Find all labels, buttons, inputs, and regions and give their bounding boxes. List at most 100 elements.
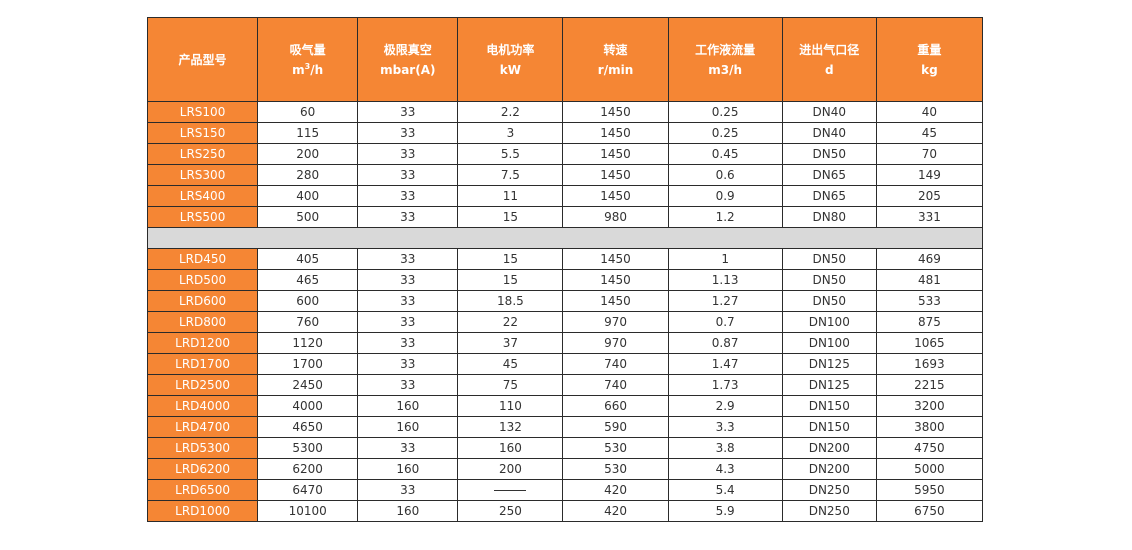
table-row: LRD450 405 33 15 1450 1 DN50 469 xyxy=(146,248,984,270)
header-ultimate-vacuum: 极限真空 mbar(A) xyxy=(357,17,459,102)
cell-weight: 1693 xyxy=(875,353,984,375)
cell-weight: 45 xyxy=(875,122,984,144)
cell-model: LRS400 xyxy=(146,185,259,207)
cell-model: LRS100 xyxy=(146,101,259,123)
cell-port-diameter: DN80 xyxy=(781,206,877,228)
table-row: LRD5300 5300 33 160 530 3.8 DN200 4750 xyxy=(146,437,984,459)
table-row: LRS400 400 33 11 1450 0.9 DN65 205 xyxy=(146,185,984,207)
cell-suction-capacity: 465 xyxy=(257,269,359,291)
cell-speed: 1450 xyxy=(562,269,669,291)
cell-model: LRD6500 xyxy=(146,479,259,501)
cell-ultimate-vacuum: 160 xyxy=(357,416,459,438)
cell-liquid-flow: 1.13 xyxy=(667,269,783,291)
cell-speed: 1450 xyxy=(562,101,669,123)
cell-liquid-flow: 0.87 xyxy=(667,332,783,354)
cell-port-diameter: DN40 xyxy=(781,122,877,144)
cell-speed: 1450 xyxy=(562,122,669,144)
cell-liquid-flow: 1.73 xyxy=(667,374,783,396)
cell-ultimate-vacuum: 33 xyxy=(357,143,459,165)
header-motor-power: 电机功率 kW xyxy=(457,17,564,102)
cell-suction-capacity: 4000 xyxy=(257,395,359,417)
cell-speed: 1450 xyxy=(562,143,669,165)
cell-suction-capacity: 280 xyxy=(257,164,359,186)
cell-speed: 740 xyxy=(562,374,669,396)
cell-weight: 4750 xyxy=(875,437,984,459)
cell-speed: 530 xyxy=(562,437,669,459)
cell-suction-capacity: 10100 xyxy=(257,500,359,522)
cell-speed: 1450 xyxy=(562,164,669,186)
cell-suction-capacity: 600 xyxy=(257,290,359,312)
cell-liquid-flow: 0.9 xyxy=(667,185,783,207)
table-row: LRS300 280 33 7.5 1450 0.6 DN65 149 xyxy=(146,164,984,186)
table-row: LRD2500 2450 33 75 740 1.73 DN125 2215 xyxy=(146,374,984,396)
header-weight: 重量 kg xyxy=(875,17,984,102)
cell-port-diameter: DN50 xyxy=(781,143,877,165)
cell-port-diameter: DN150 xyxy=(781,395,877,417)
cell-model: LRD800 xyxy=(146,311,259,333)
cell-port-diameter: DN50 xyxy=(781,290,877,312)
cell-motor-power: 110 xyxy=(457,395,564,417)
cell-motor-power: 37 xyxy=(457,332,564,354)
cell-suction-capacity: 400 xyxy=(257,185,359,207)
cell-liquid-flow: 3.3 xyxy=(667,416,783,438)
cell-liquid-flow: 0.25 xyxy=(667,101,783,123)
cell-motor-power: 18.5 xyxy=(457,290,564,312)
cell-liquid-flow: 1.2 xyxy=(667,206,783,228)
cell-speed: 980 xyxy=(562,206,669,228)
cell-model: LRD2500 xyxy=(146,374,259,396)
cell-model: LRD500 xyxy=(146,269,259,291)
cell-ultimate-vacuum: 33 xyxy=(357,164,459,186)
table-row: LRD1200 1120 33 37 970 0.87 DN100 1065 xyxy=(146,332,984,354)
table-row: LRD800 760 33 22 970 0.7 DN100 875 xyxy=(146,311,984,333)
cell-model: LRD6200 xyxy=(146,458,259,480)
cell-weight: 149 xyxy=(875,164,984,186)
cell-weight: 331 xyxy=(875,206,984,228)
cell-model: LRD600 xyxy=(146,290,259,312)
cell-suction-capacity: 4650 xyxy=(257,416,359,438)
cell-ultimate-vacuum: 160 xyxy=(357,500,459,522)
cell-port-diameter: DN250 xyxy=(781,500,877,522)
cell-liquid-flow: 0.6 xyxy=(667,164,783,186)
cell-motor-power: 15 xyxy=(457,269,564,291)
cell-speed: 420 xyxy=(562,479,669,501)
cell-motor-power: 3 xyxy=(457,122,564,144)
cell-motor-power: 250 xyxy=(457,500,564,522)
header-speed: 转速 r/min xyxy=(562,17,669,102)
cell-liquid-flow: 1 xyxy=(667,248,783,270)
cell-liquid-flow: 5.4 xyxy=(667,479,783,501)
cell-liquid-flow: 0.25 xyxy=(667,122,783,144)
cell-motor-power: 75 xyxy=(457,374,564,396)
cell-suction-capacity: 200 xyxy=(257,143,359,165)
not-available-dash xyxy=(494,490,527,491)
cell-motor-power: 132 xyxy=(457,416,564,438)
cell-port-diameter: DN50 xyxy=(781,269,877,291)
spec-table: 产品型号 吸气量 m3/h 极限真空 mbar(A) 电机功率 kW 转速 r/… xyxy=(146,17,984,522)
cell-ultimate-vacuum: 33 xyxy=(357,353,459,375)
header-row: 产品型号 吸气量 m3/h 极限真空 mbar(A) 电机功率 kW 转速 r/… xyxy=(146,17,984,102)
table-row: LRD500 465 33 15 1450 1.13 DN50 481 xyxy=(146,269,984,291)
cell-speed: 1450 xyxy=(562,185,669,207)
cell-liquid-flow: 4.3 xyxy=(667,458,783,480)
table-row: LRD6200 6200 160 200 530 4.3 DN200 5000 xyxy=(146,458,984,480)
cell-motor-power: 15 xyxy=(457,206,564,228)
cell-speed: 740 xyxy=(562,353,669,375)
cell-ultimate-vacuum: 33 xyxy=(357,269,459,291)
cell-model: LRS500 xyxy=(146,206,259,228)
cell-weight: 70 xyxy=(875,143,984,165)
cell-weight: 3800 xyxy=(875,416,984,438)
cell-model: LRS250 xyxy=(146,143,259,165)
cell-weight: 205 xyxy=(875,185,984,207)
cell-motor-power: 200 xyxy=(457,458,564,480)
cell-weight: 2215 xyxy=(875,374,984,396)
cell-ultimate-vacuum: 33 xyxy=(357,290,459,312)
table-row: LRD4000 4000 160 110 660 2.9 DN150 3200 xyxy=(146,395,984,417)
cell-motor-power: 22 xyxy=(457,311,564,333)
lrd-series-body: LRD450 405 33 15 1450 1 DN50 469 LRD500 465 33 15 14… xyxy=(146,248,984,522)
cell-ultimate-vacuum: 33 xyxy=(357,185,459,207)
cell-port-diameter: DN65 xyxy=(781,185,877,207)
table-row: LRD4700 4650 160 132 590 3.3 DN150 3800 xyxy=(146,416,984,438)
cell-model: LRS150 xyxy=(146,122,259,144)
cell-motor-power: 160 xyxy=(457,437,564,459)
cell-weight: 469 xyxy=(875,248,984,270)
cell-model: LRD4700 xyxy=(146,416,259,438)
